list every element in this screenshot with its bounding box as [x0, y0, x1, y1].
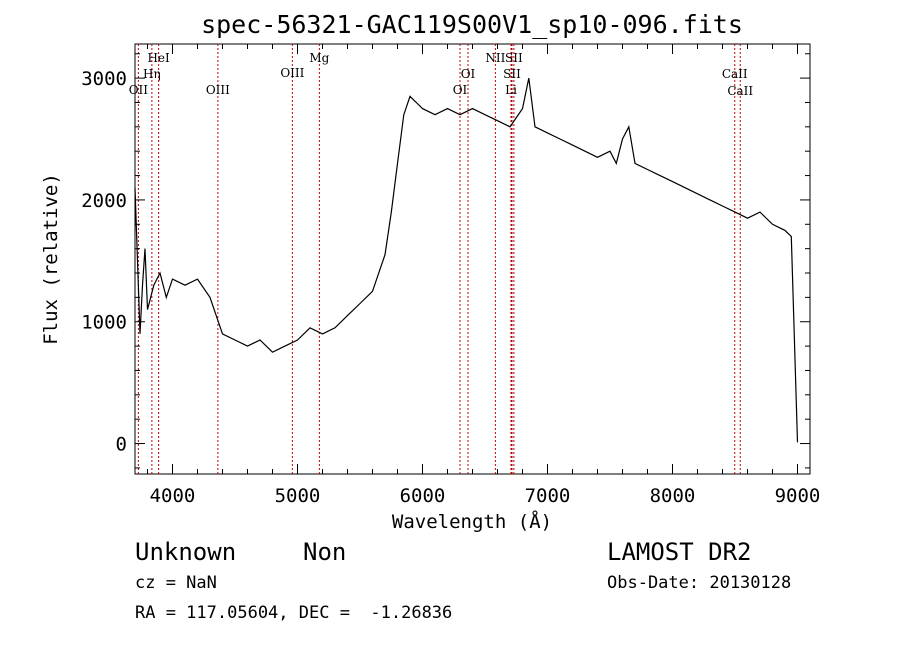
line-label: SII	[505, 51, 523, 65]
spectrum-line	[134, 77, 799, 443]
y-tick-label: 1000	[81, 312, 127, 334]
line-label: SII	[503, 67, 521, 81]
x-tick-label: 5000	[275, 485, 321, 507]
line-label: OIII	[280, 66, 304, 80]
x-tick-label: 8000	[650, 485, 696, 507]
subclass-label: Non	[303, 538, 347, 566]
class-label: Unknown	[135, 538, 237, 566]
x-tick-label: 7000	[525, 485, 571, 507]
line-label: OI	[461, 67, 476, 81]
line-label: Li	[505, 83, 517, 97]
x-tick-label: 4000	[150, 485, 196, 507]
line-label: CaII	[722, 67, 748, 81]
line-label: OII	[129, 83, 149, 97]
y-axis-label: Flux (relative)	[40, 173, 62, 345]
x-tick-label: 6000	[400, 485, 446, 507]
chart-title: spec-56321-GAC119S00V1_sp10-096.fits	[201, 10, 743, 39]
line-label: Hη	[143, 67, 161, 81]
line-label: OIII	[206, 83, 230, 97]
x-axis-ticks: 4000 5000 6000 7000 8000 9000	[147, 44, 821, 507]
y-tick-label: 0	[116, 434, 127, 456]
line-label: HeI	[147, 51, 170, 65]
x-axis-label: Wavelength (Å)	[392, 510, 552, 533]
y-tick-label: 3000	[81, 68, 127, 90]
emission-line-labels: OIIHηHeIOIIIOIIIMgOIOINIISIISIILiCaIICaI…	[129, 51, 754, 98]
line-label: NII	[485, 51, 505, 65]
line-label: Mg	[309, 51, 329, 65]
coordinates: RA = 117.05604, DEC = -1.26836	[135, 603, 453, 623]
cz-value: cz = NaN	[135, 573, 217, 593]
obs-date: Obs-Date: 20130128	[607, 573, 792, 593]
line-label: OI	[453, 83, 468, 97]
survey-label: LAMOST DR2	[607, 538, 752, 566]
x-tick-label: 9000	[775, 485, 821, 507]
y-axis-ticks: 0 1000 2000 3000	[81, 53, 810, 469]
y-tick-label: 2000	[81, 190, 127, 212]
emission-line-markers	[137, 44, 741, 474]
line-label: CaII	[727, 84, 753, 98]
